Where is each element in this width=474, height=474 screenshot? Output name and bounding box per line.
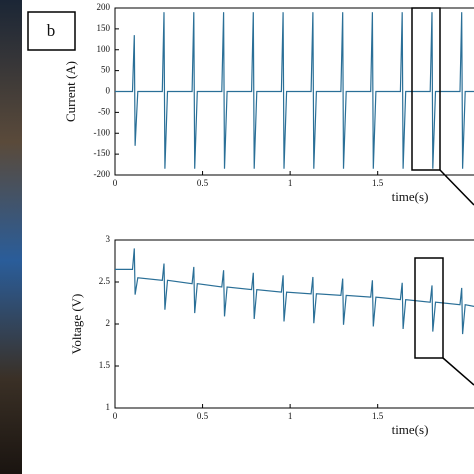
- y-tick-label: -50: [98, 106, 110, 116]
- y-tick-label: 1.5: [99, 360, 111, 370]
- y-tick-label: 150: [97, 23, 111, 33]
- x-tick-label: 1.5: [372, 178, 384, 188]
- zoom-box: [411, 7, 441, 171]
- x-tick-label: 0.5: [197, 178, 209, 188]
- y-axis-label: Current (A): [63, 61, 78, 122]
- y-tick-label: 1: [106, 402, 111, 412]
- x-tick-label: 0: [113, 178, 118, 188]
- panel-label-box: [27, 11, 76, 51]
- x-tick-label: 1: [288, 178, 293, 188]
- y-tick-label: -100: [94, 127, 111, 137]
- axis-frame: [114, 239, 474, 409]
- x-axis-label: time(s): [392, 189, 429, 204]
- photo-strip: [0, 0, 22, 474]
- x-tick-label: 0: [113, 411, 118, 421]
- y-tick-label: 100: [97, 44, 111, 54]
- zoom-line: [439, 169, 474, 206]
- y-tick-label: 50: [101, 65, 111, 75]
- y-tick-label: 2.5: [99, 276, 111, 286]
- x-tick-label: 1: [288, 411, 293, 421]
- y-tick-label: 2: [106, 318, 111, 328]
- x-tick-label: 0.5: [197, 411, 209, 421]
- data-line: [115, 248, 474, 335]
- x-tick-label: 1.5: [372, 411, 384, 421]
- y-tick-label: 200: [97, 2, 111, 12]
- data-line: [115, 12, 474, 169]
- y-tick-label: -200: [94, 169, 111, 179]
- y-tick-label: -150: [94, 148, 111, 158]
- y-tick-label: 0: [106, 86, 111, 96]
- zoom-line: [442, 357, 474, 386]
- zoom-box: [414, 257, 444, 359]
- y-tick-label: 3: [106, 234, 111, 244]
- y-axis-label: Voltage (V): [69, 294, 84, 355]
- x-axis-label: time(s): [392, 422, 429, 437]
- panel-label: b: [47, 21, 56, 40]
